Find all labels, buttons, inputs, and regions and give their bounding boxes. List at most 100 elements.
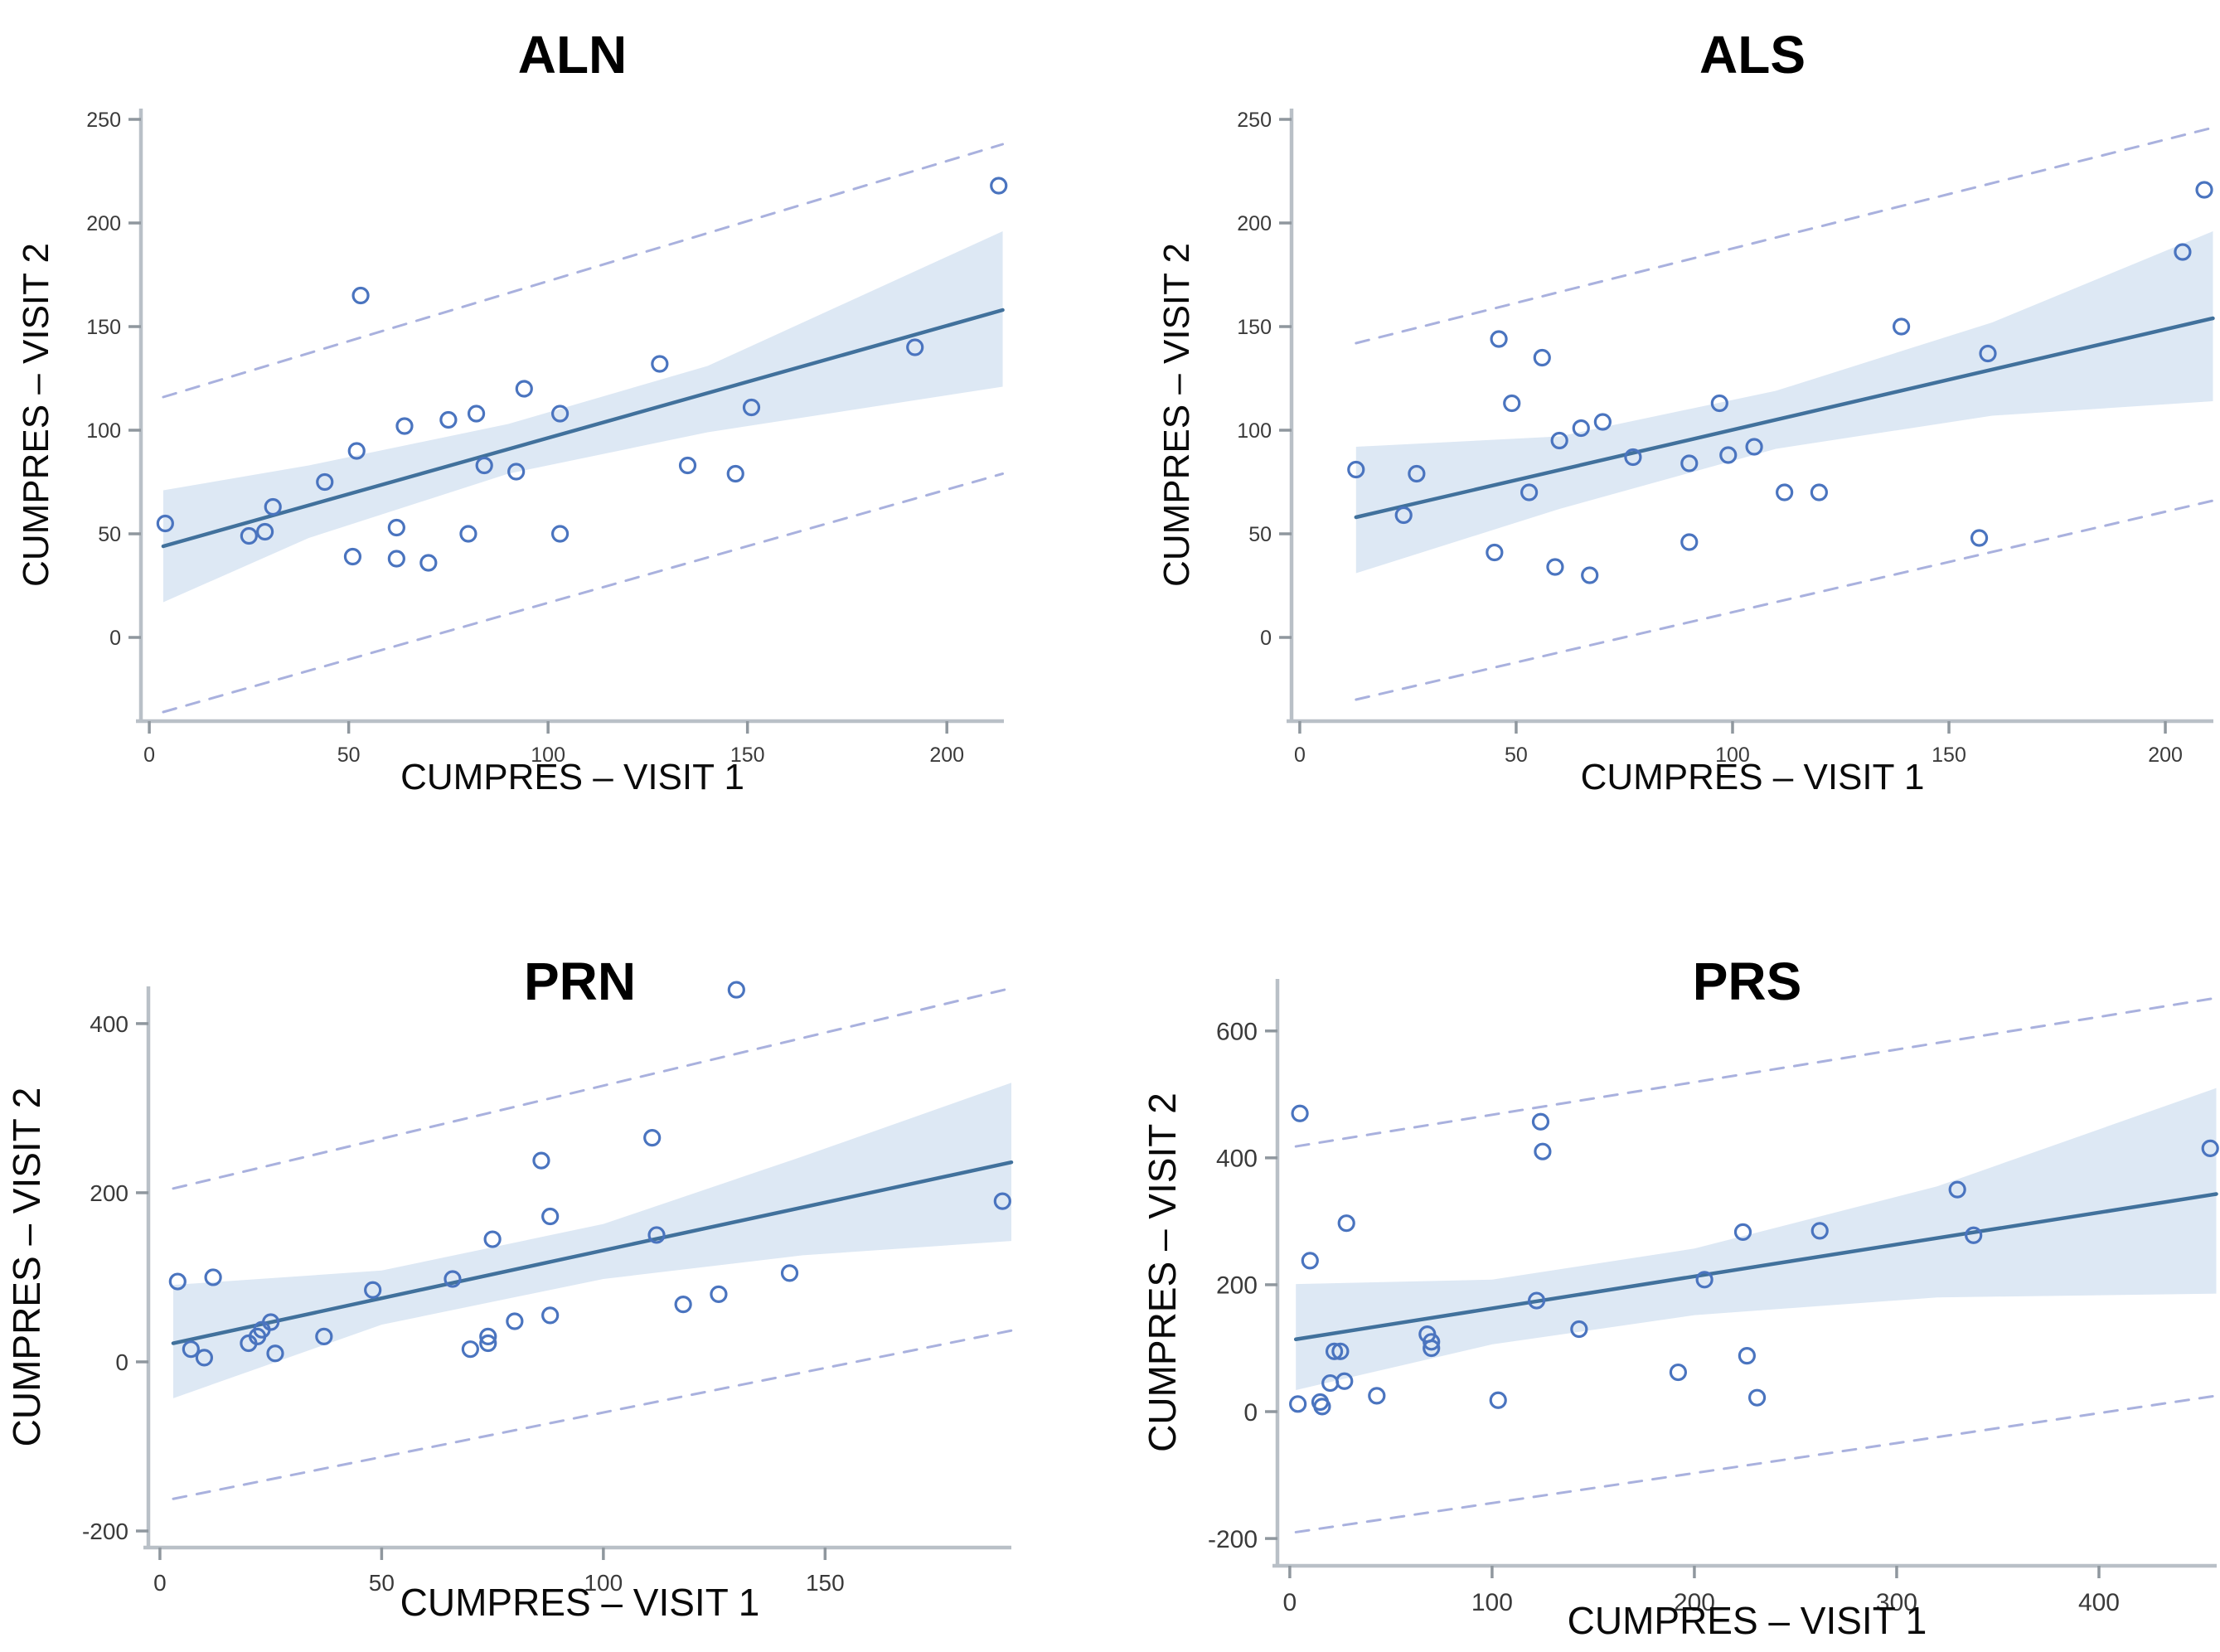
prediction-upper-line [162, 143, 1005, 399]
y-tick-label: 50 [98, 523, 121, 546]
data-point [439, 410, 458, 429]
data-point [262, 1313, 280, 1331]
x-tick-label: 200 [2148, 744, 2183, 767]
data-point [1486, 543, 1504, 562]
x-tick-label: 100 [584, 1570, 623, 1596]
data-point [266, 1344, 284, 1363]
data-point [550, 405, 570, 423]
x-tick-label: 50 [369, 1570, 395, 1596]
data-point [1546, 558, 1564, 576]
chart-panel-als: 0 50 100 150 200 0 50 100 150 200 250 ALS CUMPRES – … [1110, 0, 2220, 826]
y-tick-label: 150 [86, 316, 121, 339]
y-tick-label: 150 [1237, 316, 1272, 339]
data-point [1680, 533, 1699, 551]
data-point [727, 981, 745, 999]
data-point [467, 405, 486, 423]
data-point [1335, 1372, 1354, 1390]
confidence-band [162, 231, 1003, 603]
y-tick-label: 200 [1216, 1272, 1258, 1300]
data-point [906, 338, 924, 356]
data-point [506, 1312, 524, 1330]
data-point [1337, 1214, 1355, 1233]
data-point [1368, 1387, 1386, 1405]
data-point [507, 463, 526, 481]
prediction-upper-line [1355, 126, 2214, 345]
y-tick-label: 600 [1216, 1019, 1258, 1046]
data-point [1965, 1226, 1983, 1244]
data-point [483, 1230, 502, 1248]
data-point [2174, 243, 2192, 261]
data-point [168, 1272, 187, 1291]
data-point [678, 456, 697, 475]
data-point [1527, 1291, 1546, 1310]
x-tick-label: 0 [1283, 1589, 1297, 1616]
data-point [316, 472, 334, 492]
chart-panel-prs: 0 100 200 300 400 -200 0 200 400 600 PRS CUMPRES – … [1110, 826, 2220, 1652]
data-point [444, 1270, 462, 1288]
data-point [1531, 1112, 1550, 1131]
x-tick-label: 0 [143, 744, 155, 767]
y-tick-label: 0 [1243, 1399, 1258, 1427]
data-point [1572, 419, 1590, 438]
data-point [479, 1334, 497, 1353]
confidence-band [1296, 1088, 2217, 1390]
data-point [1733, 1223, 1752, 1241]
y-axis-label: CUMPRES – VISIT 2 [1141, 1092, 1184, 1452]
x-tick-label: 150 [806, 1570, 845, 1596]
data-point [387, 550, 405, 568]
confidence-band [1355, 231, 2213, 574]
prediction-upper-line [1294, 996, 2218, 1148]
data-point [541, 1306, 560, 1325]
prediction-lower-line [162, 472, 1005, 714]
x-tick-label: 50 [1505, 744, 1528, 767]
y-tick-label: 200 [90, 1180, 128, 1206]
x-axis-label: CUMPRES – VISIT 1 [400, 757, 744, 797]
data-point [780, 1264, 799, 1282]
y-tick-label: 200 [86, 212, 121, 235]
data-point [1489, 1391, 1507, 1409]
x-axis-label: CUMPRES – VISIT 1 [400, 1581, 760, 1624]
y-axis-label: CUMPRES – VISIT 2 [5, 1088, 48, 1447]
data-point [1695, 1271, 1713, 1289]
y-tick-label: 200 [1237, 212, 1272, 235]
y-tick-label: 250 [86, 109, 121, 132]
prediction-lower-line [172, 1329, 1013, 1500]
data-point [387, 518, 405, 537]
data-point [1408, 464, 1426, 483]
prediction-upper-line [172, 986, 1013, 1190]
data-point [1289, 1395, 1307, 1413]
data-point [1738, 1347, 1756, 1365]
data-point [1776, 483, 1794, 501]
data-point [1892, 317, 1911, 336]
data-point [364, 1281, 382, 1299]
y-tick-label: -200 [1208, 1526, 1258, 1553]
data-point [1979, 344, 1997, 363]
chart-panel-prn: 0 50 100 150 -200 0 200 400 PRN CUMPRES – VISIT 1… [0, 826, 1110, 1652]
x-axis-label: CUMPRES – VISIT 1 [1581, 757, 1925, 797]
prediction-lower-line [1355, 499, 2214, 701]
data-point [1423, 1339, 1441, 1358]
data-point [532, 1151, 550, 1170]
x-tick-label: 200 [929, 744, 964, 767]
regression-line [161, 308, 1005, 549]
scatter-chart-als: 0 50 100 150 200 0 50 100 150 200 250 ALS CUMPRES – … [1156, 25, 2215, 797]
x-tick-label: 300 [1876, 1589, 1917, 1616]
data-point [1313, 1398, 1331, 1416]
scatter-chart-prn: 0 50 100 150 -200 0 200 400 PRN CUMPRES – VISIT 1… [5, 952, 1014, 1624]
y-tick-label: 100 [1237, 419, 1272, 443]
data-point [1669, 1363, 1688, 1382]
y-axis-label: CUMPRES – VISIT 2 [16, 243, 56, 587]
data-point [1520, 483, 1539, 501]
data-point [461, 1340, 479, 1359]
data-point [182, 1340, 200, 1359]
data-point [515, 380, 533, 398]
data-point [1490, 330, 1508, 348]
y-tick-label: 0 [109, 627, 121, 650]
y-tick-label: -200 [82, 1519, 128, 1544]
regression-line [1293, 1192, 2218, 1342]
data-point [264, 497, 282, 516]
data-point [1534, 1142, 1552, 1160]
data-point [710, 1285, 728, 1303]
data-point [459, 525, 477, 543]
